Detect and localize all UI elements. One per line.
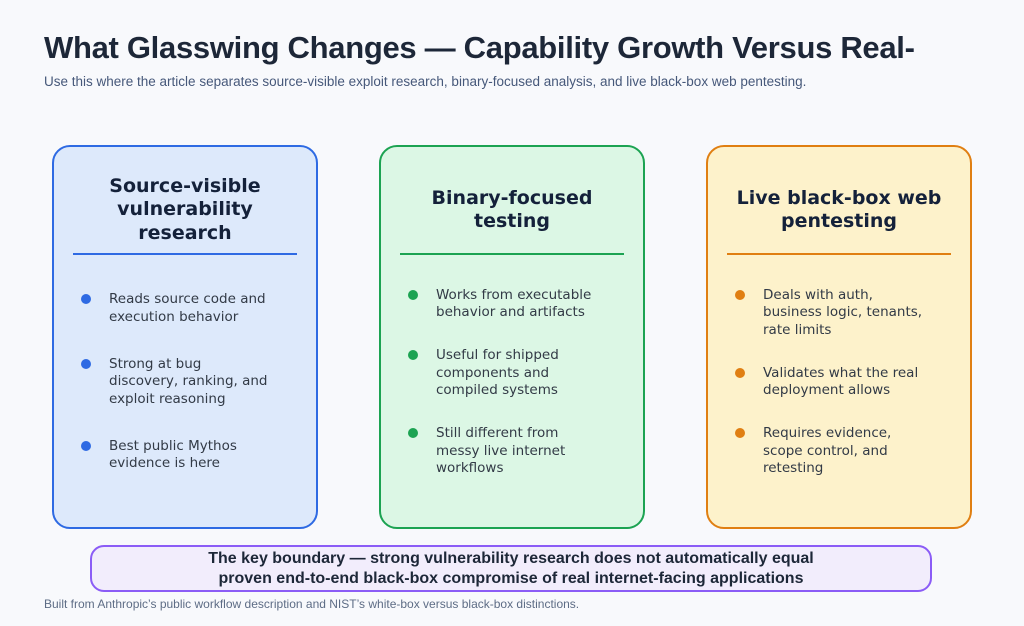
card-divider <box>400 253 624 255</box>
bullet-text: Requires evidence, scope control, and re… <box>763 425 892 476</box>
bullet-dot-icon <box>81 359 91 370</box>
bullet-text: Validates what the real deployment allow… <box>763 364 919 398</box>
source-footnote: Built from Anthropic’s public workflow d… <box>44 597 580 611</box>
card-binary-focused-testing: Binary-focused testing Works from execut… <box>379 145 645 529</box>
list-item: Strong at bug discovery, ranking, and ex… <box>81 356 297 408</box>
list-item: Still different from messy live internet… <box>408 425 624 477</box>
bullet-dot-icon <box>408 350 418 361</box>
list-item: Validates what the real deployment allow… <box>735 365 951 400</box>
bullet-dot-icon <box>408 428 418 439</box>
list-item: Useful for shipped components and compil… <box>408 347 624 399</box>
bullet-text: Works from executable behavior and artif… <box>436 286 592 321</box>
comparison-cards-row: Source-visible vulnerability research Re… <box>52 145 972 529</box>
list-item: Reads source code and execution behavior <box>81 291 297 326</box>
bullet-dot-icon <box>81 441 91 452</box>
card-header: Source-visible vulnerability research <box>73 167 297 253</box>
bullet-text: Strong at bug discovery, ranking, and ex… <box>109 356 268 407</box>
page-subtitle: Use this where the article separates sou… <box>44 74 807 89</box>
card-title: Binary-focused testing <box>431 186 593 232</box>
list-item: Works from executable behavior and artif… <box>408 287 624 322</box>
page-title: What Glasswing Changes — Capability Grow… <box>44 30 915 65</box>
bullet-text: Reads source code and execution behavior <box>109 291 266 325</box>
card-bullet-list: Reads source code and execution behavior… <box>73 255 297 513</box>
list-item: Requires evidence, scope control, and re… <box>735 425 951 477</box>
bullet-text: Still different from messy live internet… <box>436 425 566 476</box>
key-boundary-callout: The key boundary — strong vulnerability … <box>90 545 932 592</box>
card-live-blackbox-pentesting: Live black-box web pentesting Deals with… <box>706 145 972 529</box>
bullet-dot-icon <box>735 289 745 300</box>
list-item: Deals with auth, business logic, tenants… <box>735 287 951 339</box>
card-title: Source-visible vulnerability research <box>109 175 261 244</box>
bullet-text: Deals with auth, business logic, tenants… <box>763 286 923 338</box>
bullet-text: Useful for shipped components and compil… <box>436 347 559 398</box>
bullet-dot-icon <box>81 294 91 305</box>
card-header: Binary-focused testing <box>400 167 624 253</box>
list-item: Best public Mythos evidence is here <box>81 438 297 473</box>
bullet-dot-icon <box>408 289 418 300</box>
bullet-dot-icon <box>735 428 745 439</box>
card-divider <box>727 253 951 255</box>
card-bullet-list: Deals with auth, business logic, tenants… <box>727 255 951 513</box>
key-boundary-text: The key boundary — strong vulnerability … <box>208 550 814 587</box>
card-header: Live black-box web pentesting <box>727 167 951 253</box>
card-bullet-list: Works from executable behavior and artif… <box>400 255 624 513</box>
bullet-text: Best public Mythos evidence is here <box>109 438 237 472</box>
card-source-visible-research: Source-visible vulnerability research Re… <box>52 145 318 529</box>
card-title: Live black-box web pentesting <box>736 186 942 232</box>
bullet-dot-icon <box>735 367 745 378</box>
card-divider <box>73 253 297 255</box>
